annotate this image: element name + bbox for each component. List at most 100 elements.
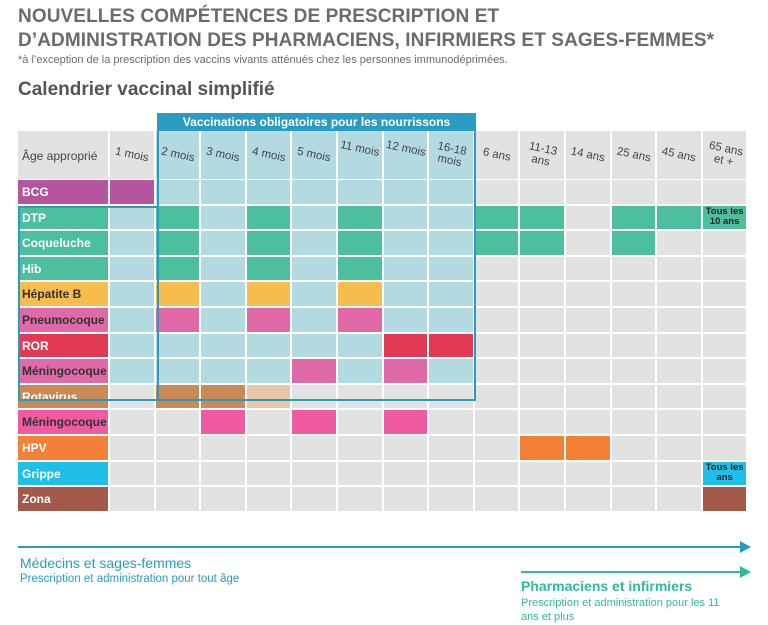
schedule-cell <box>246 487 291 511</box>
vaccine-dose-cell <box>246 231 291 255</box>
vaccine-row-label: Hépatite B <box>18 282 108 306</box>
page-title-line-2: D’ADMINISTRATION DES PHARMACIENS, INFIRM… <box>18 30 715 51</box>
schedule-cell <box>657 231 701 255</box>
schedule-cell <box>246 461 291 486</box>
schedule-cell <box>383 256 428 281</box>
vaccine-dose-cell <box>110 180 154 204</box>
footnote: *à l’exception de la prescription des va… <box>18 54 508 66</box>
vaccine-dose-cell <box>155 282 200 306</box>
schedule-cell <box>110 333 154 358</box>
vaccine-row-label: Méningocoque C <box>18 359 119 383</box>
schedule-cell <box>611 308 656 332</box>
schedule-cell <box>246 384 291 409</box>
schedule-cell <box>338 461 382 486</box>
vaccine-row-label: Pneumocoque <box>18 308 108 332</box>
schedule-cell <box>520 384 564 409</box>
vaccine-dose-cell <box>520 436 564 460</box>
age-header-cell <box>383 131 428 179</box>
schedule-cell <box>292 487 336 511</box>
schedule-cell <box>338 359 382 383</box>
schedule-cell <box>657 436 701 460</box>
schedule-cell <box>429 205 473 230</box>
vaccine-dose-cell <box>246 256 291 281</box>
pharmacists-arrow-head <box>740 566 751 578</box>
vaccine-dose-cell <box>474 231 519 255</box>
schedule-cell <box>611 359 656 383</box>
schedule-cell <box>246 436 291 460</box>
vaccine-dose-cell <box>383 410 428 434</box>
schedule-cell <box>520 461 564 486</box>
schedule-cell <box>383 282 428 306</box>
schedule-cell <box>110 487 154 511</box>
schedule-cell <box>702 410 747 434</box>
doctors-arrow-head <box>740 541 751 553</box>
age-header-cell <box>702 131 747 179</box>
schedule-cell <box>201 436 245 460</box>
schedule-cell <box>383 308 428 332</box>
schedule-cell <box>383 180 428 204</box>
schedule-cell <box>292 282 336 306</box>
schedule-cell <box>201 333 245 358</box>
schedule-cell <box>520 282 564 306</box>
schedule-cell <box>566 231 610 255</box>
age-header-cell <box>611 131 656 179</box>
schedule-cell <box>702 461 747 486</box>
vaccine-dose-cell <box>155 384 200 409</box>
schedule-cell <box>702 205 747 230</box>
frequency-note: Tous les 10 ans <box>705 205 744 227</box>
schedule-cell <box>702 282 747 306</box>
schedule-cell <box>110 461 154 486</box>
schedule-cell <box>657 410 701 434</box>
schedule-cell <box>611 410 656 434</box>
age-header-cell <box>566 131 610 179</box>
schedule-cell <box>246 410 291 434</box>
age-header-cell <box>110 131 154 179</box>
frequency-note: Tous les ans <box>705 461 744 483</box>
vaccine-dose-cell <box>155 205 200 230</box>
schedule-cell <box>155 461 200 486</box>
schedule-cell <box>429 384 473 409</box>
schedule-cell <box>110 410 154 434</box>
schedule-cell <box>520 180 564 204</box>
age-header-cell <box>474 131 519 179</box>
schedule-cell <box>201 487 245 511</box>
schedule-cell <box>520 487 564 511</box>
schedule-cell <box>611 180 656 204</box>
vaccine-dose-cell <box>702 487 747 511</box>
schedule-cell <box>474 487 519 511</box>
schedule-cell <box>246 180 291 204</box>
schedule-cell <box>110 384 154 409</box>
schedule-cell <box>201 282 245 306</box>
schedule-cell <box>292 308 336 332</box>
schedule-cell <box>155 436 200 460</box>
schedule-cell <box>566 487 610 511</box>
schedule-cell <box>474 282 519 306</box>
schedule-cell <box>201 308 245 332</box>
vaccine-dose-cell <box>566 436 610 460</box>
schedule-cell <box>702 180 747 204</box>
vaccine-dose-cell <box>246 205 291 230</box>
schedule-cell <box>292 180 336 204</box>
schedule-cell <box>338 410 382 434</box>
schedule-cell <box>474 359 519 383</box>
vaccine-dose-cell <box>292 359 336 383</box>
vaccine-row-label: Hib <box>18 256 108 281</box>
age-header-cell <box>155 131 200 179</box>
vaccine-row-label: Coqueluche <box>18 231 108 255</box>
schedule-cell <box>201 256 245 281</box>
schedule-cell <box>474 180 519 204</box>
schedule-cell <box>657 359 701 383</box>
schedule-cell <box>611 282 656 306</box>
schedule-cell <box>657 487 701 511</box>
schedule-cell <box>566 384 610 409</box>
schedule-cell <box>702 308 747 332</box>
vaccine-row-label: ROR <box>18 333 108 358</box>
schedule-cell <box>201 461 245 486</box>
header-corner-cell <box>18 131 108 179</box>
schedule-cell <box>429 256 473 281</box>
schedule-cell <box>292 436 336 460</box>
schedule-cell <box>292 231 336 255</box>
schedule-cell <box>429 487 473 511</box>
schedule-cell <box>292 461 336 486</box>
schedule-cell <box>657 333 701 358</box>
